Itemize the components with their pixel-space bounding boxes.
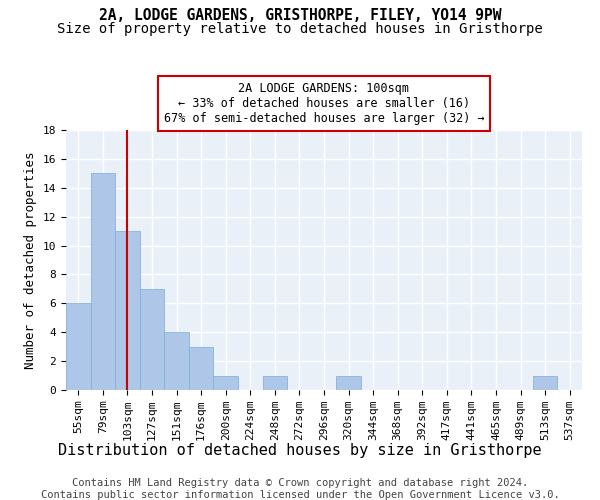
Bar bbox=[533, 376, 557, 390]
Text: 2A, LODGE GARDENS, GRISTHORPE, FILEY, YO14 9PW: 2A, LODGE GARDENS, GRISTHORPE, FILEY, YO… bbox=[99, 8, 501, 22]
Text: Size of property relative to detached houses in Gristhorpe: Size of property relative to detached ho… bbox=[57, 22, 543, 36]
Bar bbox=[336, 376, 361, 390]
Bar bbox=[91, 174, 115, 390]
Y-axis label: Number of detached properties: Number of detached properties bbox=[24, 151, 37, 369]
Text: Distribution of detached houses by size in Gristhorpe: Distribution of detached houses by size … bbox=[58, 442, 542, 458]
Text: 2A LODGE GARDENS: 100sqm
← 33% of detached houses are smaller (16)
67% of semi-d: 2A LODGE GARDENS: 100sqm ← 33% of detach… bbox=[164, 82, 484, 125]
Bar bbox=[214, 376, 238, 390]
Bar bbox=[164, 332, 189, 390]
Bar bbox=[140, 289, 164, 390]
Bar bbox=[115, 231, 140, 390]
Bar bbox=[66, 304, 91, 390]
Bar bbox=[189, 346, 214, 390]
Bar bbox=[263, 376, 287, 390]
Text: Contains HM Land Registry data © Crown copyright and database right 2024.: Contains HM Land Registry data © Crown c… bbox=[72, 478, 528, 488]
Text: Contains public sector information licensed under the Open Government Licence v3: Contains public sector information licen… bbox=[41, 490, 559, 500]
